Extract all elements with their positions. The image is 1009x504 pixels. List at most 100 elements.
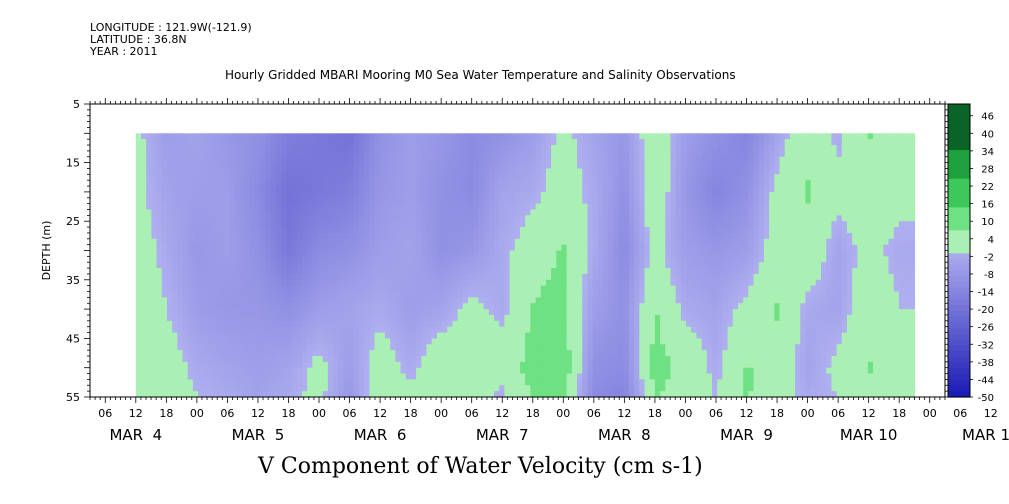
heatmap-cell	[628, 355, 635, 363]
heatmap-cell	[296, 227, 303, 234]
heatmap-cell	[608, 256, 614, 263]
heatmap-cell	[301, 291, 308, 298]
heatmap-cell	[317, 238, 324, 246]
heatmap-cell	[301, 367, 308, 375]
heatmap-cell	[301, 174, 308, 181]
heatmap-cell	[353, 303, 360, 310]
heatmap-cell	[405, 232, 412, 240]
heatmap-cell	[135, 303, 142, 310]
heatmap-cell	[603, 191, 609, 199]
heatmap-cell	[395, 150, 402, 158]
heatmap-cell	[634, 367, 640, 375]
heatmap-cell	[670, 320, 677, 328]
heatmap-cell	[384, 332, 391, 339]
heatmap-cell	[680, 150, 687, 158]
heatmap-cell	[384, 309, 391, 316]
heatmap-cell	[374, 391, 381, 398]
heatmap-cell	[535, 174, 542, 181]
heatmap-cell	[348, 162, 355, 170]
heatmap-cell	[696, 338, 703, 345]
heatmap-cell	[514, 150, 521, 158]
heatmap-cell	[359, 344, 365, 351]
heatmap-cell	[623, 203, 630, 211]
heatmap-cell	[327, 326, 334, 334]
heatmap-cell	[192, 197, 199, 205]
heatmap-cell	[462, 373, 469, 381]
heatmap-cell	[525, 227, 531, 234]
heatmap-cell	[416, 262, 422, 269]
heatmap-cell	[623, 326, 630, 334]
heatmap-cell	[551, 227, 557, 234]
heatmap-cell	[660, 215, 666, 222]
heatmap-cell	[675, 273, 682, 281]
heatmap-cell	[187, 238, 194, 246]
heatmap-cell	[198, 244, 204, 252]
heatmap-cell	[182, 344, 189, 351]
heatmap-cell	[244, 373, 251, 381]
heatmap-cell	[675, 344, 682, 351]
heatmap-cell	[156, 309, 163, 316]
heatmap-cell	[452, 156, 459, 164]
heatmap-cell	[172, 209, 178, 216]
heatmap-cell	[312, 168, 319, 175]
heatmap-cell	[203, 238, 210, 246]
heatmap-cell	[706, 238, 713, 246]
heatmap-cell	[660, 268, 666, 275]
heatmap-cell	[457, 238, 464, 246]
heatmap-cell	[582, 174, 589, 181]
heatmap-cell	[654, 250, 661, 257]
heatmap-cell	[582, 303, 589, 310]
heatmap-cell	[442, 256, 448, 263]
heatmap-cell	[182, 285, 189, 293]
heatmap-cell	[587, 367, 594, 375]
heatmap-cell	[462, 162, 469, 170]
heatmap-cell	[499, 139, 505, 146]
heatmap-cell	[244, 268, 251, 275]
heatmap-cell	[540, 326, 547, 334]
heatmap-cell	[146, 168, 152, 175]
heatmap-cell	[359, 133, 365, 140]
heatmap-cell	[592, 303, 599, 310]
heatmap-cell	[545, 320, 552, 328]
heatmap-cell	[571, 139, 578, 146]
heatmap-cell	[597, 291, 604, 298]
heatmap-cell	[499, 133, 505, 140]
heatmap-cell	[426, 320, 433, 328]
heatmap-cell	[156, 197, 163, 205]
heatmap-cell	[172, 180, 178, 187]
heatmap-cell	[379, 297, 386, 304]
heatmap-cell	[442, 320, 448, 328]
heatmap-cell	[660, 174, 666, 181]
heatmap-cell	[545, 338, 552, 345]
heatmap-cell	[203, 180, 210, 187]
heatmap-cell	[400, 332, 407, 339]
heatmap-cell	[628, 367, 635, 375]
heatmap-cell	[275, 309, 282, 316]
heatmap-cell	[628, 297, 635, 304]
heatmap-cell	[322, 256, 329, 263]
heatmap-cell	[286, 320, 293, 328]
heatmap-cell	[140, 297, 147, 304]
heatmap-cell	[509, 268, 516, 275]
heatmap-cell	[374, 250, 381, 257]
heatmap-cell	[364, 180, 370, 187]
heatmap-cell	[613, 297, 620, 304]
heatmap-cell	[618, 244, 625, 252]
heatmap-cell	[634, 215, 640, 222]
heatmap-cell	[275, 133, 282, 140]
heatmap-cell	[468, 391, 474, 398]
heatmap-cell	[353, 350, 360, 357]
heatmap-cell	[696, 133, 703, 140]
heatmap-cell	[192, 379, 199, 386]
heatmap-cell	[369, 303, 376, 310]
heatmap-cell	[140, 279, 147, 287]
heatmap-cell	[519, 385, 526, 392]
heatmap-cell	[213, 203, 220, 211]
heatmap-cell	[649, 215, 656, 222]
heatmap-cell	[286, 168, 293, 175]
heatmap-cell	[462, 332, 469, 339]
heatmap-cell	[577, 355, 583, 363]
heatmap-cell	[701, 221, 708, 228]
heatmap-cell	[156, 168, 163, 175]
heatmap-cell	[161, 191, 168, 199]
